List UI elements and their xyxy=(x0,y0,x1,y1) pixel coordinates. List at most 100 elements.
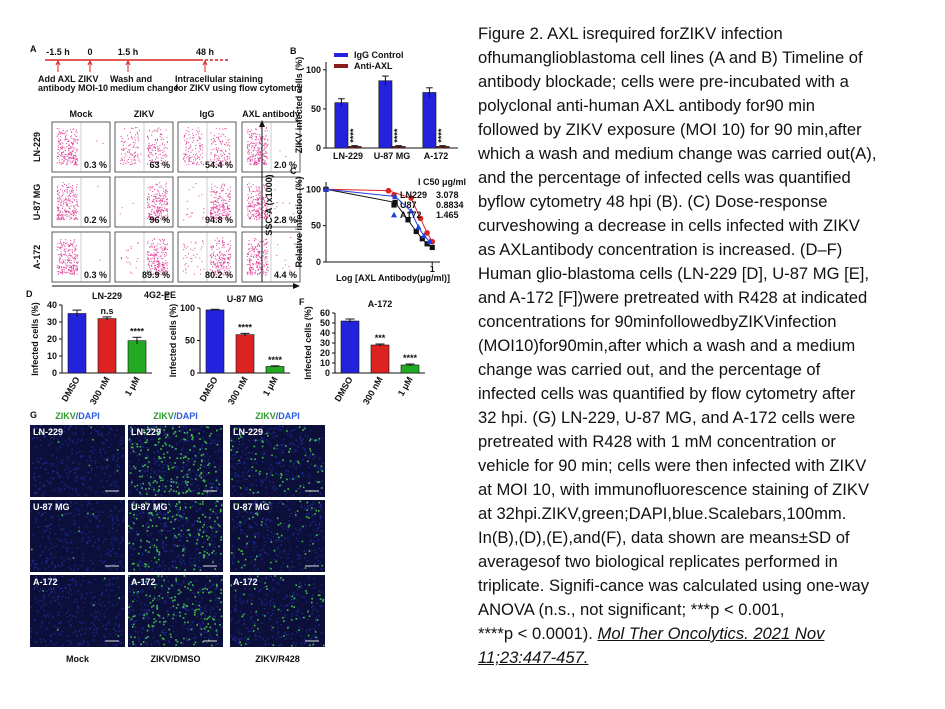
point xyxy=(385,187,392,194)
caption-line: and A-172 [F])were pretreated with R428 … xyxy=(478,288,868,307)
column-label: Mock xyxy=(66,654,90,664)
x-tick-label: U-87 MG xyxy=(374,151,411,161)
header-part: ZIKV xyxy=(55,411,76,421)
header-part: ZIKV xyxy=(255,411,276,421)
ic50-value: 0.8834 xyxy=(436,200,464,210)
step-label: antibody xyxy=(38,83,76,93)
caption-line: at MOI 10, with immunofluorescence stain… xyxy=(478,480,870,499)
time-label: 0 xyxy=(87,47,92,57)
step-label: Intracellular staining xyxy=(175,74,263,84)
percentage: 54.4 % xyxy=(205,160,233,170)
bar xyxy=(97,318,117,374)
flow-dots xyxy=(246,237,295,276)
micrograph xyxy=(128,425,223,497)
significance: **** xyxy=(403,353,418,363)
micrograph xyxy=(230,425,325,497)
panel-label: B xyxy=(290,46,297,56)
point xyxy=(426,238,433,245)
y-tick-label: 100 xyxy=(306,184,321,194)
x-tick-label: A-172 xyxy=(424,151,449,161)
caption-line: 11;23:447-457. xyxy=(478,646,876,670)
y-axis-label: Infected cells (%) xyxy=(303,306,313,380)
y-tick-label: 20 xyxy=(47,334,57,344)
column-header: ZIKV/DAPI xyxy=(255,411,300,421)
point xyxy=(424,230,430,236)
y-axis-label: Infected cells (%) xyxy=(30,302,40,376)
caption-line: as AXLantibody concentration is increase… xyxy=(478,240,843,259)
flow-dots xyxy=(246,182,294,221)
point xyxy=(392,193,399,199)
point xyxy=(408,195,414,201)
bar xyxy=(235,334,255,374)
y-tick-label: 30 xyxy=(320,338,330,348)
chart-title: U-87 MG xyxy=(227,294,264,304)
dapi-dots xyxy=(128,575,223,646)
y-tick-label: 0 xyxy=(316,143,321,153)
point xyxy=(421,232,428,239)
row-label: U-87 MG xyxy=(32,184,42,221)
caption-line: triplicate. Signifi-cance was calculated… xyxy=(478,576,870,595)
dapi-dots xyxy=(30,500,125,571)
percentage: 2.8 % xyxy=(274,215,297,225)
point xyxy=(391,202,397,208)
point xyxy=(405,217,411,223)
y-tick-label: 10 xyxy=(320,358,330,368)
caption-line: curveshowing a decrease in cells infecte… xyxy=(478,216,860,235)
panel-label: A xyxy=(30,44,37,54)
flow-dots xyxy=(56,239,101,275)
y-tick-label: 40 xyxy=(320,328,330,338)
y-tick-label: 50 xyxy=(320,318,330,328)
flow-x-axis: 4G2-PE xyxy=(144,290,176,300)
x-tick-label: 1 μM xyxy=(123,375,142,398)
bar xyxy=(265,366,285,374)
dapi-dots xyxy=(128,500,223,572)
bar xyxy=(340,320,360,374)
column-header: ZIKV xyxy=(134,109,155,119)
point xyxy=(413,228,419,235)
caption-line: byflow cytometry 48 hpi (B). (C) Dose-re… xyxy=(478,192,828,211)
panel-label: G xyxy=(30,410,37,420)
significance: **** xyxy=(268,355,283,365)
legend-label: IgG Control xyxy=(354,50,404,60)
panel-label: F xyxy=(299,297,305,307)
row-label: LN-229 xyxy=(131,427,161,437)
y-tick-label: 30 xyxy=(47,317,57,327)
column-header: ZIKV/DAPI xyxy=(153,411,198,421)
arrow-head xyxy=(259,120,265,127)
legend-label: A172 xyxy=(400,210,422,220)
flow-dots xyxy=(120,238,169,276)
percentage: 63 % xyxy=(149,160,170,170)
bar xyxy=(205,309,225,374)
flow-dots xyxy=(56,182,99,221)
row-label: A-172 xyxy=(32,245,42,270)
panel-label: C xyxy=(290,166,297,176)
caption-line: 32 hpi. (G) LN-229, U-87 MG, and A-172 c… xyxy=(478,408,856,427)
x-tick-label: LN-229 xyxy=(333,151,363,161)
arrow-head xyxy=(125,59,131,66)
header-part: ZIKV xyxy=(153,411,174,421)
point xyxy=(392,199,398,205)
caption-line: infected cells was quantified by flow cy… xyxy=(478,384,856,403)
step-label: medium change xyxy=(110,83,179,93)
bar xyxy=(422,92,437,149)
percentage: 0.3 % xyxy=(84,160,107,170)
caption-line: at 32hpi.ZIKV,green;DAPI,blue.Scalebars,… xyxy=(478,504,847,523)
column-label: ZIKV/DMSO xyxy=(150,654,200,664)
x-tick-label: 300 nM xyxy=(226,375,250,406)
y-axis-label: Infected cells (%) xyxy=(168,304,178,378)
bar xyxy=(370,344,390,374)
time-label: 1.5 h xyxy=(118,47,139,57)
row-label: LN-229 xyxy=(233,427,263,437)
significance: n.s xyxy=(100,306,113,316)
caption-line: Human glio-blastoma cells (LN-229 [D], U… xyxy=(478,264,870,283)
significance: **** xyxy=(437,128,447,143)
significance: **** xyxy=(393,128,403,143)
caption-line: antibody blockade; cells were pre-incuba… xyxy=(478,72,849,91)
caption-line: polyclonal anti-human AXL antibody for90… xyxy=(478,96,815,115)
flow-y-axis: SSC-A (x1000) xyxy=(264,174,274,235)
column-header: IgG xyxy=(200,109,215,119)
flow-dots xyxy=(246,127,287,166)
dapi-dots xyxy=(231,500,324,572)
legend-label: Anti-AXL xyxy=(354,61,393,71)
caption-line: ofhumanglioblastoma cell lines (A and B)… xyxy=(478,48,863,67)
